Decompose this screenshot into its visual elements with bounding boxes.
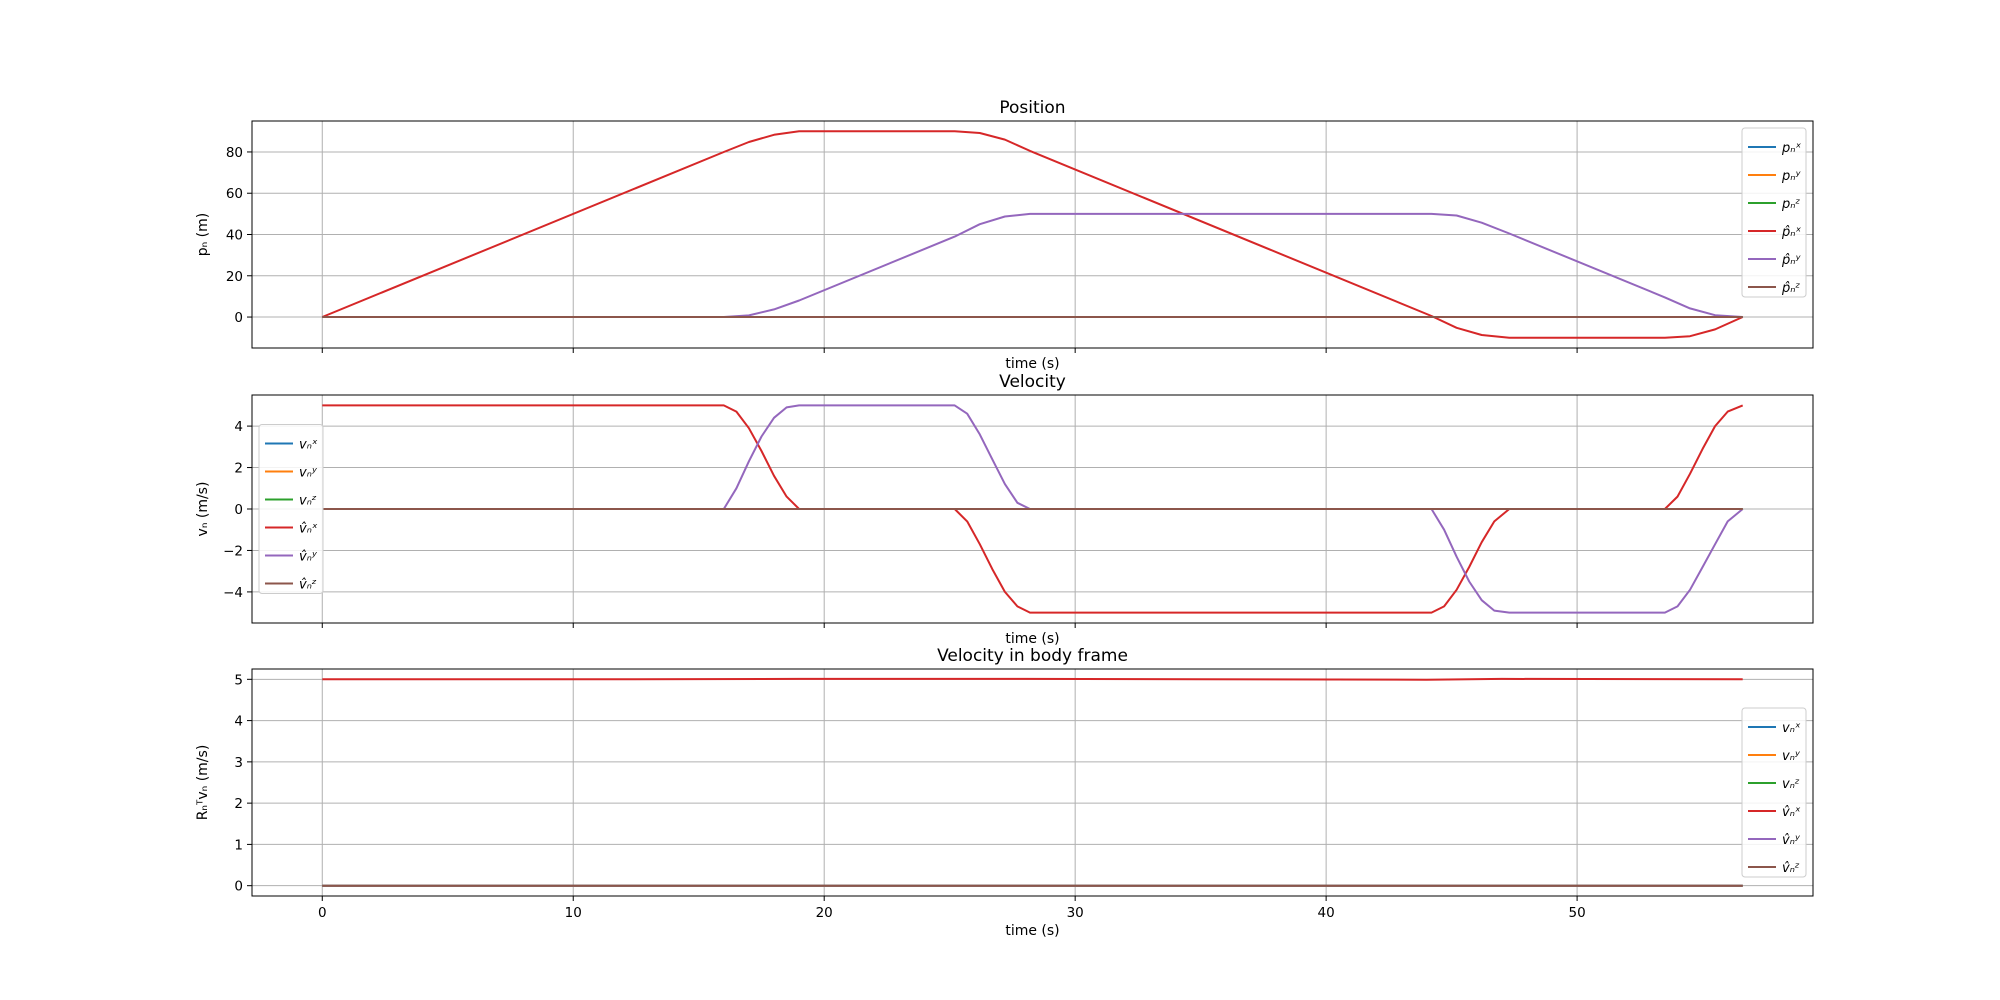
- series-line: [322, 212, 1743, 318]
- x-tick-label: 50: [1568, 905, 1585, 921]
- legend-label: vₙʸ: [299, 466, 318, 481]
- legend-label: vₙˣ: [299, 438, 318, 453]
- y-tick-label: 1: [234, 837, 243, 853]
- x-tick-label: 20: [816, 905, 833, 921]
- y-tick-label: 4: [234, 714, 243, 730]
- legend: pₙˣ pₙʸ pₙᶻ p̂ₙˣ p̂ₙʸ p̂ₙᶻ: [1741, 127, 1807, 298]
- y-tick-label: 20: [226, 269, 243, 285]
- series-line: [322, 404, 1744, 614]
- y-axis-label: Rₙᵀvₙ (m/s): [195, 745, 211, 821]
- y-tick-label: 5: [234, 672, 243, 688]
- legend-frame: [1741, 127, 1807, 298]
- legend: vₙˣ vₙʸ vₙᶻ v̂ₙˣ v̂ₙʸ v̂ₙᶻ: [258, 424, 324, 594]
- legend-label: vₙᶻ: [1782, 777, 1800, 792]
- y-tick-label: −4: [223, 585, 243, 601]
- legend-label: vₙʸ: [1782, 749, 1801, 764]
- series-line: [321, 130, 1744, 339]
- legend-label: vₙᶻ: [299, 494, 317, 509]
- y-tick-label: −2: [223, 543, 243, 559]
- axes-frame: [251, 668, 1814, 897]
- legend-label: v̂ₙˣ: [299, 522, 318, 537]
- axes-panel: −4 −2 0 2 4 Velocity time (s) vₙ (m/s) vₙˣ vₙʸ vₙᶻ…: [195, 372, 1814, 647]
- legend-label: v̂ₙʸ: [1782, 833, 1801, 848]
- legend-label: pₙʸ: [1781, 169, 1801, 184]
- legend-label: v̂ₙˣ: [1782, 805, 1801, 820]
- x-axis-label: time (s): [1005, 356, 1059, 372]
- legend: vₙˣ vₙʸ vₙᶻ v̂ₙˣ v̂ₙʸ v̂ₙᶻ: [1741, 707, 1807, 878]
- legend-label: p̂ₙˣ: [1781, 225, 1801, 240]
- y-tick-label: 40: [226, 228, 243, 244]
- axes-frame: [251, 120, 1814, 349]
- legend-frame: [1741, 707, 1807, 878]
- x-tick-label: 40: [1318, 905, 1335, 921]
- chart-title: Velocity in body frame: [937, 646, 1128, 666]
- legend-label: pₙˣ: [1781, 141, 1801, 156]
- y-tick-label: 0: [234, 310, 243, 326]
- axes-panel: 0 20 40 60 80 Position time (s) pₙ (m) pₙˣ pₙʸ pₙᶻ…: [195, 98, 1814, 372]
- x-axis-label: time (s): [1005, 631, 1059, 647]
- series-line: [322, 677, 1743, 681]
- axes-frame: [251, 394, 1814, 624]
- chart-title: Position: [999, 98, 1065, 118]
- y-tick-label: 4: [234, 419, 243, 435]
- legend-label: p̂ₙᶻ: [1781, 281, 1800, 296]
- y-tick-label: 0: [234, 502, 243, 518]
- y-tick-label: 80: [226, 145, 243, 161]
- legend-label: v̂ₙʸ: [299, 550, 318, 565]
- legend-label: p̂ₙʸ: [1781, 253, 1801, 268]
- y-tick-label: 3: [234, 755, 243, 771]
- x-tick-label: 30: [1067, 905, 1084, 921]
- legend-frame: [258, 424, 324, 594]
- legend-label: vₙˣ: [1782, 721, 1801, 736]
- legend-label: pₙᶻ: [1781, 197, 1800, 212]
- axes-panel: 0 10 20 30 40 50 0 1 2 3 4 5 Velocity in body frame t…: [195, 646, 1814, 939]
- y-tick-label: 2: [234, 461, 243, 477]
- y-axis-label: vₙ (m/s): [195, 482, 211, 537]
- y-axis-label: pₙ (m): [195, 213, 211, 256]
- y-tick-label: 2: [234, 796, 243, 812]
- x-axis-label: time (s): [1005, 923, 1059, 939]
- y-tick-label: 0: [234, 879, 243, 895]
- legend-label: v̂ₙᶻ: [1782, 861, 1800, 876]
- x-tick-label: 10: [565, 905, 582, 921]
- legend-label: v̂ₙᶻ: [299, 578, 317, 593]
- y-tick-label: 60: [226, 186, 243, 202]
- chart-title: Velocity: [999, 372, 1066, 392]
- x-tick-label: 0: [318, 905, 327, 921]
